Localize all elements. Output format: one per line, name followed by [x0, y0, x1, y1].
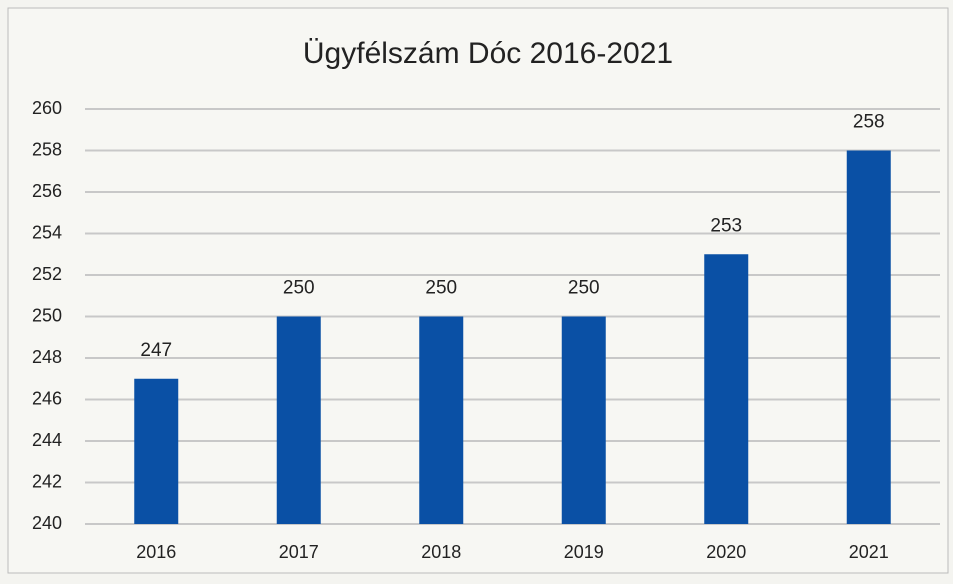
y-tick-label: 250	[32, 305, 62, 325]
value-label: 258	[853, 112, 885, 133]
y-tick-label: 244	[32, 430, 62, 450]
x-tick-label: 2021	[849, 542, 889, 562]
value-label: 247	[140, 340, 172, 361]
x-tick-label: 2020	[706, 542, 746, 562]
y-tick-label: 258	[32, 139, 62, 159]
y-tick-label: 248	[32, 347, 62, 367]
y-tick-label: 256	[32, 181, 62, 201]
value-label: 253	[710, 215, 742, 236]
x-tick-label: 2016	[136, 542, 176, 562]
y-tick-label: 252	[32, 264, 62, 284]
x-tick-label: 2018	[421, 542, 461, 562]
y-tick-label: 254	[32, 222, 62, 242]
value-label: 250	[568, 278, 600, 299]
value-label: 250	[283, 278, 315, 299]
bar	[419, 316, 464, 524]
y-tick-label: 240	[32, 513, 62, 533]
bar	[846, 150, 891, 524]
y-tick-label: 246	[32, 388, 62, 408]
y-tick-label: 260	[32, 98, 62, 118]
bar	[704, 254, 749, 524]
x-tick-label: 2017	[279, 542, 319, 562]
y-tick-label: 242	[32, 471, 62, 491]
x-tick-label: 2019	[564, 542, 604, 562]
bar	[134, 378, 179, 524]
chart-title: Ügyfélszám Dóc 2016-2021	[303, 37, 673, 70]
bar	[276, 316, 321, 524]
value-label: 250	[425, 278, 457, 299]
bar	[561, 316, 606, 524]
